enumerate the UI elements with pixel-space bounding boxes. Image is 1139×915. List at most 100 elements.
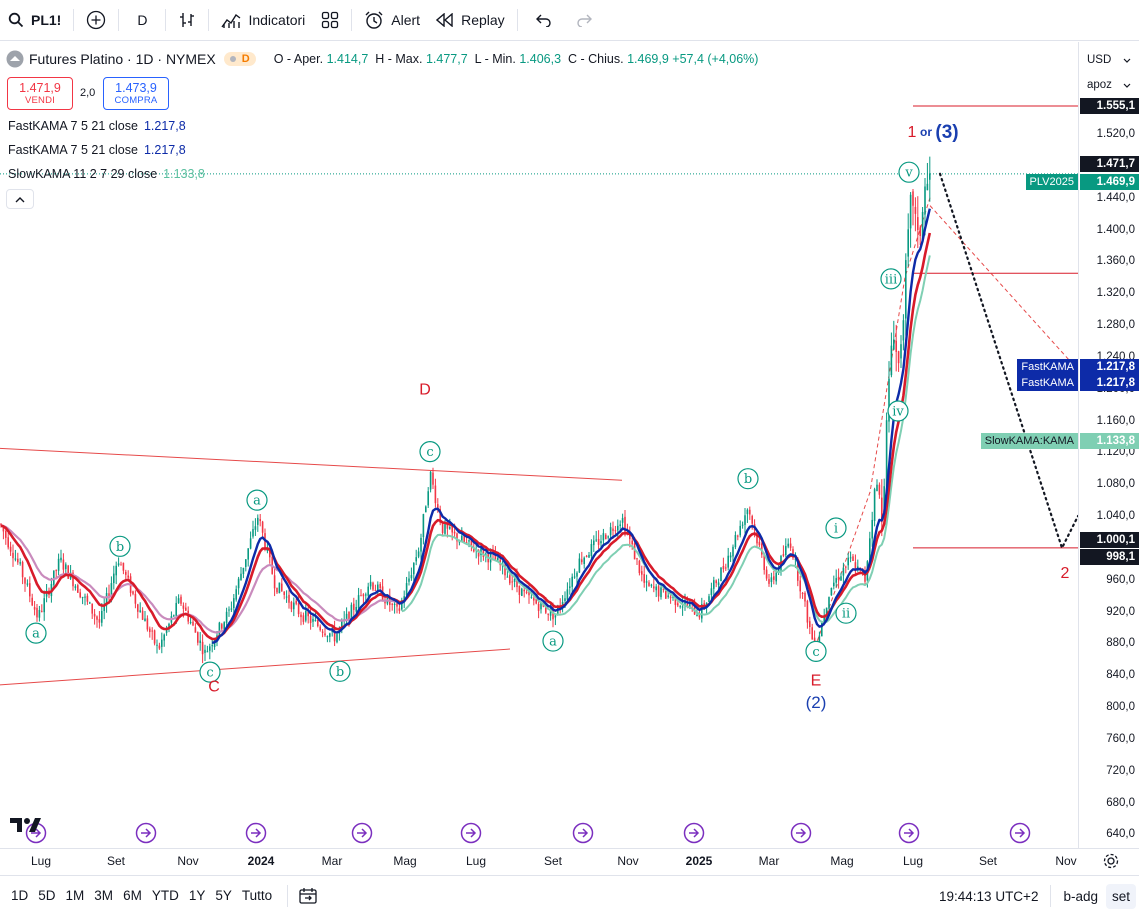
redo-button[interactable] xyxy=(564,0,606,41)
wave-label-red: 2 xyxy=(1061,565,1070,582)
candle-body xyxy=(444,524,446,534)
candle-body xyxy=(84,596,86,598)
market-status-badge[interactable]: D xyxy=(223,52,256,66)
price-label-current: 1.471,7 xyxy=(1080,156,1139,173)
scale-mode-label: apoz xyxy=(1087,79,1112,91)
range-button-5d[interactable]: 5D xyxy=(38,888,56,903)
event-marker-icon xyxy=(790,822,812,844)
buy-button[interactable]: 1.473,9 COMPRA xyxy=(103,77,169,110)
indicator-fastkama-1[interactable]: FastKAMA 7 5 21 close 1.217,8 xyxy=(8,119,186,133)
symbol-search[interactable]: PL1! xyxy=(0,0,69,41)
candle-body xyxy=(62,559,65,570)
range-button-6m[interactable]: 6M xyxy=(123,888,142,903)
candle-body xyxy=(597,538,600,545)
go-to-date-button[interactable] xyxy=(298,886,318,906)
range-button-1d[interactable]: 1D xyxy=(11,888,29,903)
candle-body xyxy=(321,631,324,633)
chart-type-button[interactable] xyxy=(170,0,204,41)
candle-body xyxy=(273,575,276,589)
candle-body xyxy=(681,606,684,608)
candle-body xyxy=(360,595,362,597)
candle-body xyxy=(473,547,475,552)
plv-series-tag: PLV2025 xyxy=(1025,173,1078,190)
candle-body xyxy=(756,531,758,544)
clock[interactable]: 19:44:13 UTC+2 xyxy=(939,888,1039,904)
replay-button[interactable]: Replay xyxy=(428,0,513,41)
candle-body xyxy=(581,559,583,563)
time-axis-settings-button[interactable] xyxy=(1103,853,1119,874)
price-axis[interactable]: 1.520,01.480,01.440,01.400,01.360,01.320… xyxy=(1078,42,1139,848)
candle-body xyxy=(221,624,223,629)
candle-body xyxy=(120,564,122,566)
candle-body xyxy=(893,339,895,350)
wave-label-blue: (2) xyxy=(806,693,827,712)
wave-label-text: a xyxy=(32,627,40,642)
undo-icon xyxy=(535,14,551,27)
circle-marker xyxy=(199,661,221,683)
candle-body xyxy=(77,585,79,593)
candle-body xyxy=(185,607,187,611)
candle-body xyxy=(461,535,463,542)
fastkama-line xyxy=(211,208,931,645)
indicator-fastkama-2[interactable]: FastKAMA 7 5 21 close 1.217,8 xyxy=(8,143,186,157)
alert-button[interactable]: Alert xyxy=(356,0,428,41)
candle-body xyxy=(281,583,283,591)
currency-dropdown[interactable]: USD xyxy=(1083,49,1135,71)
interval-button[interactable]: D xyxy=(123,0,161,41)
top-toolbar: PL1! D Indicatori Alert Replay xyxy=(0,0,1139,41)
scale-mode-dropdown[interactable]: apoz xyxy=(1083,74,1135,96)
adjust-button[interactable]: b-adg xyxy=(1063,888,1098,904)
candle-body xyxy=(451,526,453,533)
undo-button[interactable] xyxy=(522,0,564,41)
range-button-5y[interactable]: 5Y xyxy=(215,888,232,903)
candle-body xyxy=(883,486,885,519)
time-axis[interactable]: Lug Set Nov 2024 Mar Mag Lug Set Nov 2025 Mar Mag Lu… xyxy=(0,848,1139,874)
bars-icon xyxy=(180,13,195,27)
layouts-button[interactable] xyxy=(313,0,347,41)
candle-body xyxy=(415,557,417,562)
candle-body xyxy=(710,588,713,595)
logo-part xyxy=(29,818,41,832)
range-button-ytd[interactable]: YTD xyxy=(151,888,179,903)
candle-body xyxy=(353,603,355,610)
candle-body xyxy=(528,590,530,596)
candle-body xyxy=(163,634,165,641)
candle-body xyxy=(715,580,717,584)
price-label-level-1000: 1.000,1 xyxy=(1080,531,1139,548)
candle-body xyxy=(2,525,5,532)
indicator-label: SlowKAMA 11 2 7 29 close xyxy=(8,167,158,181)
marker-arrow xyxy=(31,828,42,838)
candle-body xyxy=(876,484,878,491)
candle-body xyxy=(60,557,62,561)
candle-body xyxy=(225,611,228,623)
session-button[interactable]: set xyxy=(1105,883,1136,909)
chart-pane[interactable]: a b c a b a b c i ii iii iv v c D C E 1 2 or (3) (2) xyxy=(0,42,1078,848)
range-button-tutto[interactable]: Tutto xyxy=(241,888,273,903)
wave-label-text: iii xyxy=(885,272,897,287)
candle-body xyxy=(571,576,573,587)
range-button-1m[interactable]: 1M xyxy=(65,888,85,903)
indicators-button[interactable]: Indicatori xyxy=(213,0,313,41)
event-marker-icon xyxy=(351,822,373,844)
candle-body xyxy=(583,557,585,564)
circle-marker xyxy=(737,468,759,490)
candle-body xyxy=(199,640,201,643)
candle-body xyxy=(854,562,857,572)
candle-body xyxy=(89,602,91,604)
sell-button[interactable]: 1.471,9 VENDI xyxy=(7,77,73,110)
candle-body xyxy=(194,627,197,633)
compare-button[interactable] xyxy=(78,0,114,41)
candle-body xyxy=(38,609,41,618)
fastkama-series-tag: FastKAMA xyxy=(1017,358,1078,375)
indicator-slowkama[interactable]: SlowKAMA 11 2 7 29 close 1.133,8 xyxy=(8,167,205,181)
candle-body xyxy=(720,567,722,582)
circle-marker xyxy=(887,400,909,422)
candle-body xyxy=(209,646,211,651)
collapse-legend-button[interactable] xyxy=(6,189,34,209)
range-button-1y[interactable]: 1Y xyxy=(188,888,206,903)
wave-circle-label: iii xyxy=(880,268,902,290)
range-button-3m[interactable]: 3M xyxy=(94,888,114,903)
candle-body xyxy=(101,610,103,623)
candle-body xyxy=(240,573,242,581)
